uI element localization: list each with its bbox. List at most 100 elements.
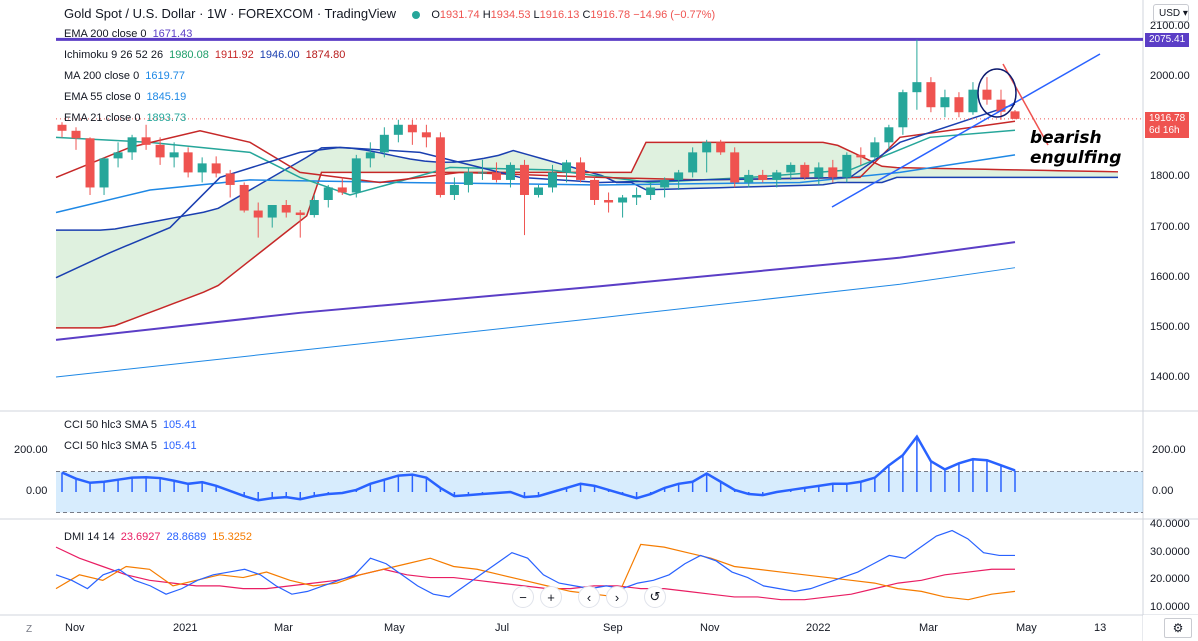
ema21-line bbox=[55, 129, 1016, 196]
price-axis-label: 1800.00 bbox=[1150, 170, 1190, 183]
candle-body bbox=[239, 184, 249, 211]
candle-body bbox=[477, 172, 487, 174]
candle-body bbox=[926, 82, 936, 108]
time-axis-label: 2022 bbox=[806, 622, 831, 634]
time-axis-label: Mar bbox=[274, 622, 293, 634]
cci-left-axis-label: 0.00 bbox=[26, 485, 48, 497]
candle-body bbox=[169, 152, 179, 158]
candle-body bbox=[379, 134, 389, 153]
indicator-legend[interactable]: Ichimoku 9 26 52 26 1980.08 1911.92 1946.00… bbox=[64, 49, 351, 61]
indicator-name: EMA 200 close 0 bbox=[64, 28, 147, 40]
minus-icon[interactable]: − bbox=[512, 586, 534, 608]
candle-body bbox=[548, 172, 558, 188]
plus-icon[interactable]: + bbox=[540, 586, 562, 608]
candle-body bbox=[632, 194, 642, 198]
candle-body bbox=[954, 97, 964, 113]
candle-body bbox=[912, 82, 922, 93]
chart-navigation: − + ‹ › ↺ bbox=[512, 586, 666, 608]
cci-legend[interactable]: CCI 50 hlc3 SMA 5 105.41 bbox=[64, 419, 197, 431]
cci-left-axis-label: 200.00 bbox=[14, 444, 48, 456]
candle-body bbox=[982, 89, 992, 100]
candle-body bbox=[758, 174, 768, 180]
timezone-icon[interactable]: Z bbox=[26, 624, 33, 635]
candle-body bbox=[646, 187, 656, 195]
candle-body bbox=[323, 187, 333, 200]
cci-axis-label: 0.00 bbox=[1152, 485, 1174, 497]
candle-body bbox=[702, 142, 712, 153]
dmi-legend[interactable]: DMI 14 14 23.6927 28.8689 15.3252 bbox=[64, 531, 253, 543]
candle-body bbox=[604, 199, 614, 203]
chevron-left-icon[interactable]: ‹ bbox=[578, 586, 600, 608]
candle-body bbox=[996, 99, 1006, 112]
bearish-engulfing-annotation: bearish engulfing bbox=[1030, 128, 1122, 168]
candle-body bbox=[337, 187, 347, 193]
candle-body bbox=[127, 137, 137, 153]
candle-body bbox=[590, 179, 600, 200]
dmi-minus-line bbox=[55, 546, 1015, 601]
candle-body bbox=[99, 158, 109, 188]
candle-body bbox=[253, 210, 263, 218]
candle-body bbox=[85, 138, 95, 188]
indicator-legend[interactable]: MA 200 close 0 1619.77 bbox=[64, 70, 191, 82]
dmi-axis-label: 40.0000 bbox=[1150, 518, 1190, 530]
candle-body bbox=[786, 164, 796, 173]
candle-body bbox=[856, 154, 866, 158]
cci-axis-label: 200.00 bbox=[1152, 444, 1186, 456]
price-tag-last: 1916.78 6d 16h bbox=[1145, 112, 1190, 138]
time-axis-label: May bbox=[1016, 622, 1037, 634]
candle-body bbox=[618, 197, 628, 203]
chevron-right-icon[interactable]: › bbox=[606, 586, 628, 608]
ichimoku-span-b bbox=[56, 141, 1119, 329]
reset-icon[interactable]: ↺ bbox=[644, 586, 666, 608]
candle-body bbox=[365, 152, 375, 159]
price-axis-label: 2000.00 bbox=[1150, 70, 1190, 83]
candle-body bbox=[940, 97, 950, 108]
time-axis-label: Jul bbox=[495, 622, 510, 634]
indicator-value: 1911.92 bbox=[214, 49, 254, 61]
indicator-name: EMA 21 close 0 bbox=[64, 112, 141, 124]
price-axis-label: 1400.00 bbox=[1150, 371, 1190, 383]
candle-body bbox=[688, 152, 698, 173]
axis-corner bbox=[1143, 615, 1198, 641]
market-status-icon bbox=[411, 10, 420, 19]
gear-icon[interactable]: ⚙ bbox=[1164, 618, 1192, 638]
indicator-legend[interactable]: EMA 200 close 0 1671.43 bbox=[64, 28, 198, 40]
indicator-legend[interactable]: EMA 55 close 0 1845.19 bbox=[64, 91, 192, 103]
symbol-title[interactable]: Gold Spot / U.S. Dollar · 1W · FOREXCOM … bbox=[64, 6, 397, 21]
candle-body bbox=[716, 142, 726, 153]
dmi-axis-label: 10.0000 bbox=[1150, 601, 1190, 613]
trend-line-up bbox=[831, 53, 1101, 208]
dmi-plus-line bbox=[55, 529, 1015, 598]
ichimoku-span-a bbox=[56, 146, 1118, 231]
indicator-name: Ichimoku 9 26 52 26 bbox=[64, 49, 164, 61]
candle-body bbox=[421, 132, 431, 138]
candle-body bbox=[968, 89, 978, 113]
dmi-axis-label: 30.0000 bbox=[1150, 545, 1190, 558]
candle-body bbox=[491, 172, 501, 180]
candle-body bbox=[1010, 111, 1020, 119]
time-axis-label: 2021 bbox=[173, 622, 198, 634]
candle-body bbox=[309, 199, 319, 216]
candle-body bbox=[225, 173, 235, 185]
time-axis-label: Mar bbox=[919, 622, 938, 634]
candle-body bbox=[772, 172, 782, 180]
indicator-name: MA 200 close 0 bbox=[64, 70, 140, 82]
indicator-value: 1619.77 bbox=[145, 70, 185, 82]
indicator-value: 1980.08 bbox=[169, 49, 209, 61]
candle-body bbox=[407, 124, 417, 133]
price-axis-label: 1700.00 bbox=[1150, 220, 1190, 233]
indicator-legend[interactable]: EMA 21 close 0 1893.73 bbox=[64, 112, 192, 124]
time-axis-label: Nov bbox=[65, 622, 85, 634]
candle-body bbox=[71, 130, 81, 139]
currency-selector[interactable]: USD ▾ bbox=[1153, 4, 1189, 22]
indicator-value: 1893.73 bbox=[146, 112, 187, 124]
candle-body bbox=[562, 162, 572, 173]
price-axis-label: 1500.00 bbox=[1150, 320, 1190, 333]
candle-body bbox=[435, 137, 445, 195]
cci-legend[interactable]: CCI 50 hlc3 SMA 5 105.41 bbox=[64, 440, 197, 452]
candle-body bbox=[183, 152, 193, 173]
candle-body bbox=[730, 152, 740, 183]
candle-body bbox=[211, 163, 221, 174]
candle-body bbox=[828, 167, 838, 178]
